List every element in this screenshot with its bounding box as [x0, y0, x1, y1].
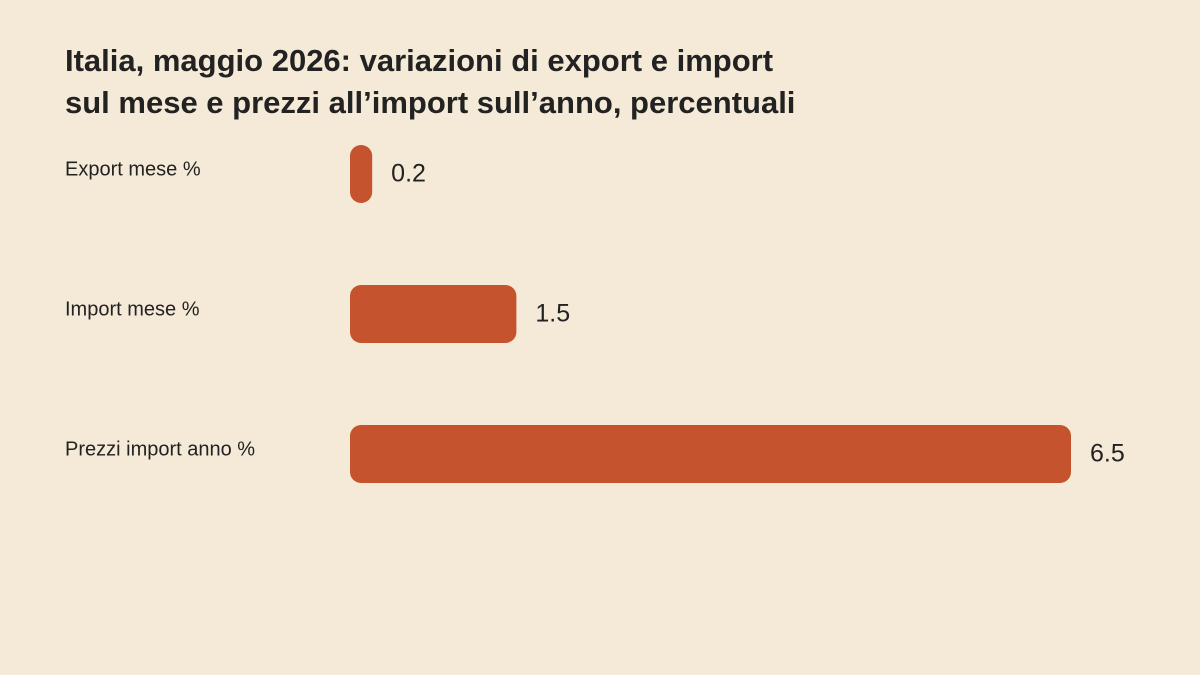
value-label: 6.5: [1090, 440, 1125, 468]
bar: [350, 425, 1071, 483]
category-label: Export mese %: [65, 158, 201, 180]
value-label: 1.5: [535, 300, 570, 328]
bar: [350, 145, 373, 203]
chart-title-line-1: Italia, maggio 2026: variazioni di expor…: [65, 43, 774, 78]
category-label: Prezzi import anno %: [65, 438, 255, 460]
chart-title-line-2: sul mese e prezzi all’import sull’anno, …: [65, 85, 796, 120]
bar: [350, 285, 517, 343]
chart-title: Italia, maggio 2026: variazioni di expor…: [65, 40, 1065, 124]
value-label: 0.2: [391, 160, 426, 188]
category-label: Import mese %: [65, 298, 200, 320]
